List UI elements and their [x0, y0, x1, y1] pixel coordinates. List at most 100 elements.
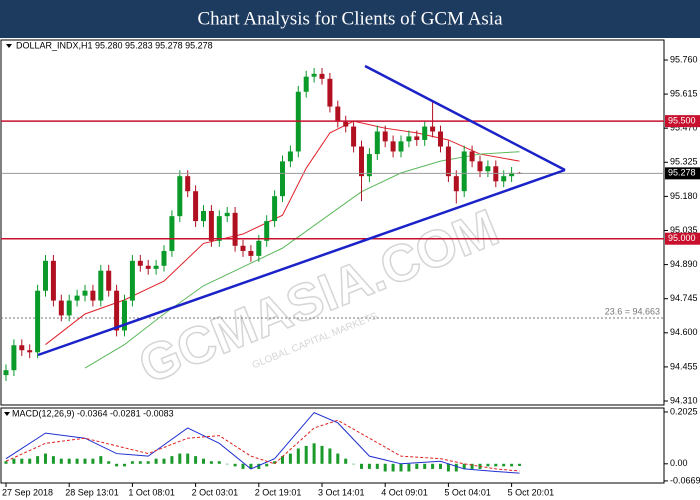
histogram-bar — [518, 463, 521, 466]
histogram-bar — [439, 463, 442, 469]
histogram-bar — [202, 458, 205, 464]
candle-body — [469, 151, 475, 162]
histogram-bar — [265, 463, 269, 467]
histogram-bar — [415, 463, 419, 469]
histogram-bar — [431, 463, 435, 469]
histogram-bar — [107, 461, 111, 464]
histogram-bar — [146, 461, 150, 464]
histogram-bar — [115, 463, 119, 467]
legend: MACD(12,26,9) -0.0364 -0.0281 -0.0083 — [12, 408, 174, 418]
candle-body — [145, 265, 151, 269]
histogram-bar — [423, 463, 427, 469]
candle-body — [248, 250, 254, 256]
candle-body — [311, 73, 317, 77]
candle-body — [106, 270, 112, 291]
fib-label: 23.6 = 94.663 — [605, 306, 660, 316]
histogram-bar — [486, 463, 490, 467]
histogram-bar — [352, 463, 356, 465]
candle-body — [422, 126, 428, 140]
y-tick-label: -0.0669 — [670, 475, 700, 485]
legend-icon — [4, 412, 10, 416]
histogram-bar — [28, 458, 32, 464]
candle-body — [98, 270, 104, 301]
candle-body — [185, 176, 191, 192]
histogram-bar — [249, 463, 253, 469]
candle-body — [161, 250, 167, 266]
candle-body — [461, 151, 467, 192]
candle-body — [177, 176, 183, 217]
candle-body — [374, 131, 380, 155]
candle-body — [303, 76, 309, 92]
candle-body — [82, 290, 88, 296]
candle-body — [335, 106, 341, 122]
histogram-bar — [288, 453, 292, 464]
histogram-bar — [328, 448, 332, 464]
candle-body — [232, 212, 238, 246]
candle-body — [256, 240, 262, 256]
level-label-bg — [665, 232, 700, 245]
candle-body — [319, 73, 325, 79]
candle-body — [280, 161, 285, 197]
histogram-bar — [241, 463, 245, 469]
y-tick-label: 95.035 — [670, 225, 698, 235]
histogram-bar — [12, 458, 16, 464]
candle-body — [414, 136, 420, 140]
candle-body — [216, 216, 222, 241]
candle-body — [129, 260, 135, 301]
x-tick-label: 27 Sep 2018 — [2, 487, 53, 497]
histogram-bar — [312, 443, 316, 464]
histogram-bar — [91, 458, 95, 464]
main-panel — [0, 39, 665, 406]
histogram-bar — [336, 453, 340, 464]
histogram-bar — [257, 463, 261, 469]
candle-body — [485, 166, 491, 172]
candle-body — [74, 295, 80, 301]
histogram-bar — [470, 463, 474, 469]
y-tick-label: 95.325 — [670, 157, 698, 167]
trendline — [364, 64, 566, 172]
histogram-bar — [273, 461, 277, 464]
histogram-bar — [399, 463, 403, 472]
histogram-bar — [4, 461, 8, 464]
histogram-bar — [162, 458, 166, 464]
candle-body — [201, 210, 206, 222]
y-tick-label: 95.615 — [670, 88, 698, 98]
candle-body — [169, 216, 175, 251]
histogram-bar — [20, 458, 24, 464]
y-tick-label: 95.180 — [670, 191, 698, 201]
y-tick-label: 95.760 — [670, 54, 698, 64]
histogram-bar — [494, 463, 498, 467]
candle-body — [35, 290, 41, 353]
candle-body — [501, 176, 507, 182]
y-tick-label: 94.600 — [670, 327, 698, 337]
x-tick-label: 1 Oct 08:01 — [128, 487, 175, 497]
histogram-bar — [194, 456, 198, 464]
histogram-bar — [233, 463, 237, 467]
candle-body — [390, 141, 396, 152]
x-tick-label: 5 Oct 20:01 — [508, 487, 555, 497]
y-tick-label: 94.890 — [670, 259, 698, 269]
histogram-bar — [154, 458, 158, 464]
y-tick-label: 94.310 — [670, 395, 698, 405]
y-tick-label: 95.470 — [670, 123, 698, 133]
y-tick-label: 94.745 — [670, 293, 698, 303]
histogram-bar — [304, 445, 308, 464]
candle-body — [137, 260, 143, 266]
histogram-bar — [178, 453, 182, 464]
line-series — [45, 120, 520, 345]
candle-body — [114, 290, 120, 331]
level-label-bg — [665, 115, 700, 128]
histogram-bar — [383, 463, 387, 472]
candle-body — [327, 78, 333, 107]
chart-title: Chart Analysis for Clients of GCM Asia — [197, 8, 503, 29]
candle-body — [193, 191, 199, 222]
histogram-bar — [375, 463, 379, 469]
histogram-bar — [391, 463, 395, 472]
histogram-bar — [83, 458, 87, 464]
candle-body — [430, 126, 436, 132]
candle-body — [66, 300, 72, 316]
histogram-bar — [99, 456, 103, 464]
legend: DOLLAR_INDX,H1 95.280 95.283 95.278 95.2… — [16, 40, 213, 50]
histogram-bar — [407, 463, 411, 472]
